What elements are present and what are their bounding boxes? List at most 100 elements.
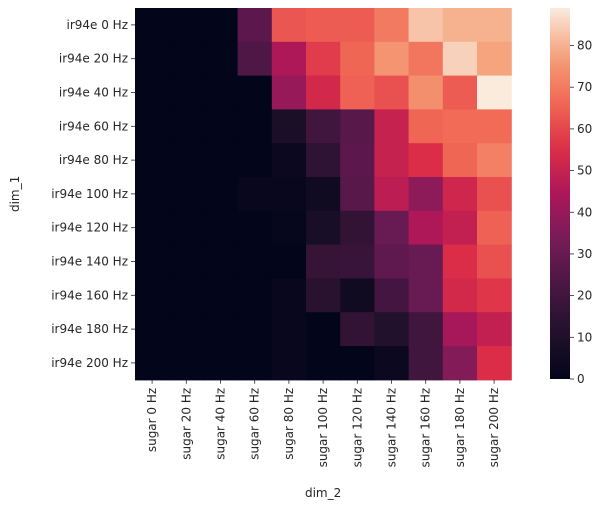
heatmap-cell	[306, 8, 341, 43]
heatmap-cell	[477, 312, 512, 347]
heatmap-cell	[203, 75, 239, 110]
heatmap-cell	[442, 143, 478, 178]
heatmap-cell	[477, 143, 512, 178]
y-tick-label: ir94e 200 Hz	[51, 356, 128, 370]
heatmap-cell	[237, 210, 273, 246]
heatmap-cell	[135, 346, 170, 381]
heatmap-cell	[408, 244, 444, 279]
y-tick-label: ir94e 80 Hz	[59, 153, 128, 167]
heatmap-cell	[374, 75, 410, 110]
x-axis-ticks: sugar 0 Hz sugar 20 Hz sugar 40 Hz sugar 60…	[145, 379, 501, 468]
heatmap-cell	[340, 177, 375, 212]
y-tick-label: ir94e 20 Hz	[59, 52, 128, 66]
heatmap-cell	[408, 109, 444, 144]
x-tick-label: sugar 20 Hz	[179, 388, 193, 460]
heatmap-cell	[477, 244, 512, 279]
heatmap-cell	[408, 312, 444, 347]
heatmap-cell	[271, 8, 307, 43]
y-tick-label: ir94e 40 Hz	[59, 86, 128, 100]
heatmap-cell	[203, 210, 239, 246]
heatmap-cell	[135, 41, 170, 77]
heatmap-cell	[169, 278, 204, 313]
y-tick-label: ir94e 160 Hz	[51, 288, 128, 302]
heatmap-cell	[477, 177, 512, 212]
heatmap-cell	[442, 109, 478, 144]
heatmap-cell	[135, 8, 170, 43]
heatmap-cell	[374, 210, 410, 246]
heatmap-cell	[442, 278, 478, 313]
heatmap-cell	[135, 312, 170, 347]
x-tick-label: sugar 180 Hz	[453, 388, 467, 468]
heatmap-cell	[169, 75, 204, 110]
heatmap-cell	[203, 312, 239, 347]
heatmap-cell	[203, 41, 239, 77]
heatmap-cell	[442, 312, 478, 347]
heatmap-cell	[237, 244, 273, 279]
heatmap-cell	[408, 210, 444, 246]
heatmap-cell	[169, 41, 204, 77]
y-axis-ticks: ir94e 0 Hz ir94e 20 Hz ir94e 40 Hz ir94e 60…	[51, 18, 135, 370]
heatmap-cells	[135, 8, 512, 381]
heatmap-cell	[408, 41, 444, 77]
y-tick-label: ir94e 100 Hz	[51, 187, 128, 201]
heatmap-cell	[203, 346, 239, 381]
heatmap-cell	[477, 75, 512, 110]
heatmap-cell	[169, 312, 204, 347]
heatmap-cell	[408, 177, 444, 212]
heatmap-cell	[374, 244, 410, 279]
colorbar-tick-label: 40	[577, 205, 592, 219]
heatmap-cell	[237, 143, 273, 178]
heatmap-cell	[306, 109, 341, 144]
heatmap-cell	[408, 8, 444, 43]
heatmap-cell	[477, 41, 512, 77]
y-tick-label: ir94e 140 Hz	[51, 255, 128, 269]
y-axis-label: dim_1	[8, 176, 22, 212]
heatmap-cell	[442, 75, 478, 110]
heatmap-cell	[340, 346, 375, 381]
heatmap-cell	[442, 177, 478, 212]
heatmap-cell	[306, 278, 341, 313]
x-axis-label: dim_2	[305, 486, 341, 500]
heatmap-cell	[306, 143, 341, 178]
heatmap-cell	[169, 109, 204, 144]
heatmap-cell	[237, 8, 273, 43]
heatmap-cell	[237, 177, 273, 212]
heatmap-cell	[442, 41, 478, 77]
heatmap-cell	[442, 346, 478, 381]
heatmap-cell	[306, 346, 341, 381]
heatmap-cell	[237, 278, 273, 313]
x-tick-label: sugar 120 Hz	[350, 388, 364, 468]
x-tick-label: sugar 0 Hz	[145, 388, 159, 452]
colorbar-tick-label: 70	[577, 80, 592, 94]
heatmap-cell	[135, 75, 170, 110]
heatmap-cell	[203, 177, 239, 212]
heatmap-cell	[135, 109, 170, 144]
colorbar-tick-label: 30	[577, 247, 592, 261]
heatmap-cell	[340, 278, 375, 313]
colorbar-tick-label: 10	[577, 330, 592, 344]
heatmap-cell	[237, 109, 273, 144]
colorbar-tick-label: 60	[577, 122, 592, 136]
heatmap-cell	[135, 278, 170, 313]
heatmap-cell	[477, 278, 512, 313]
heatmap-cell	[340, 109, 375, 144]
heatmap-cell	[374, 8, 410, 43]
heatmap-cell	[306, 41, 341, 77]
colorbar-ticks: 0 10 20 30 40 50 60 70 80	[570, 39, 592, 386]
heatmap-cell	[271, 177, 307, 212]
heatmap-cell	[340, 210, 375, 246]
y-tick-label: ir94e 120 Hz	[51, 221, 128, 235]
heatmap-cell	[442, 210, 478, 246]
heatmap-cell	[237, 75, 273, 110]
heatmap-cell	[340, 244, 375, 279]
colorbar	[550, 8, 570, 379]
heatmap-cell	[477, 210, 512, 246]
heatmap-cell	[442, 244, 478, 279]
heatmap-cell	[203, 278, 239, 313]
heatmap-cell	[271, 244, 307, 279]
heatmap-cell	[203, 109, 239, 144]
heatmap-cell	[169, 143, 204, 178]
heatmap-cell	[271, 75, 307, 110]
heatmap-cell	[374, 312, 410, 347]
